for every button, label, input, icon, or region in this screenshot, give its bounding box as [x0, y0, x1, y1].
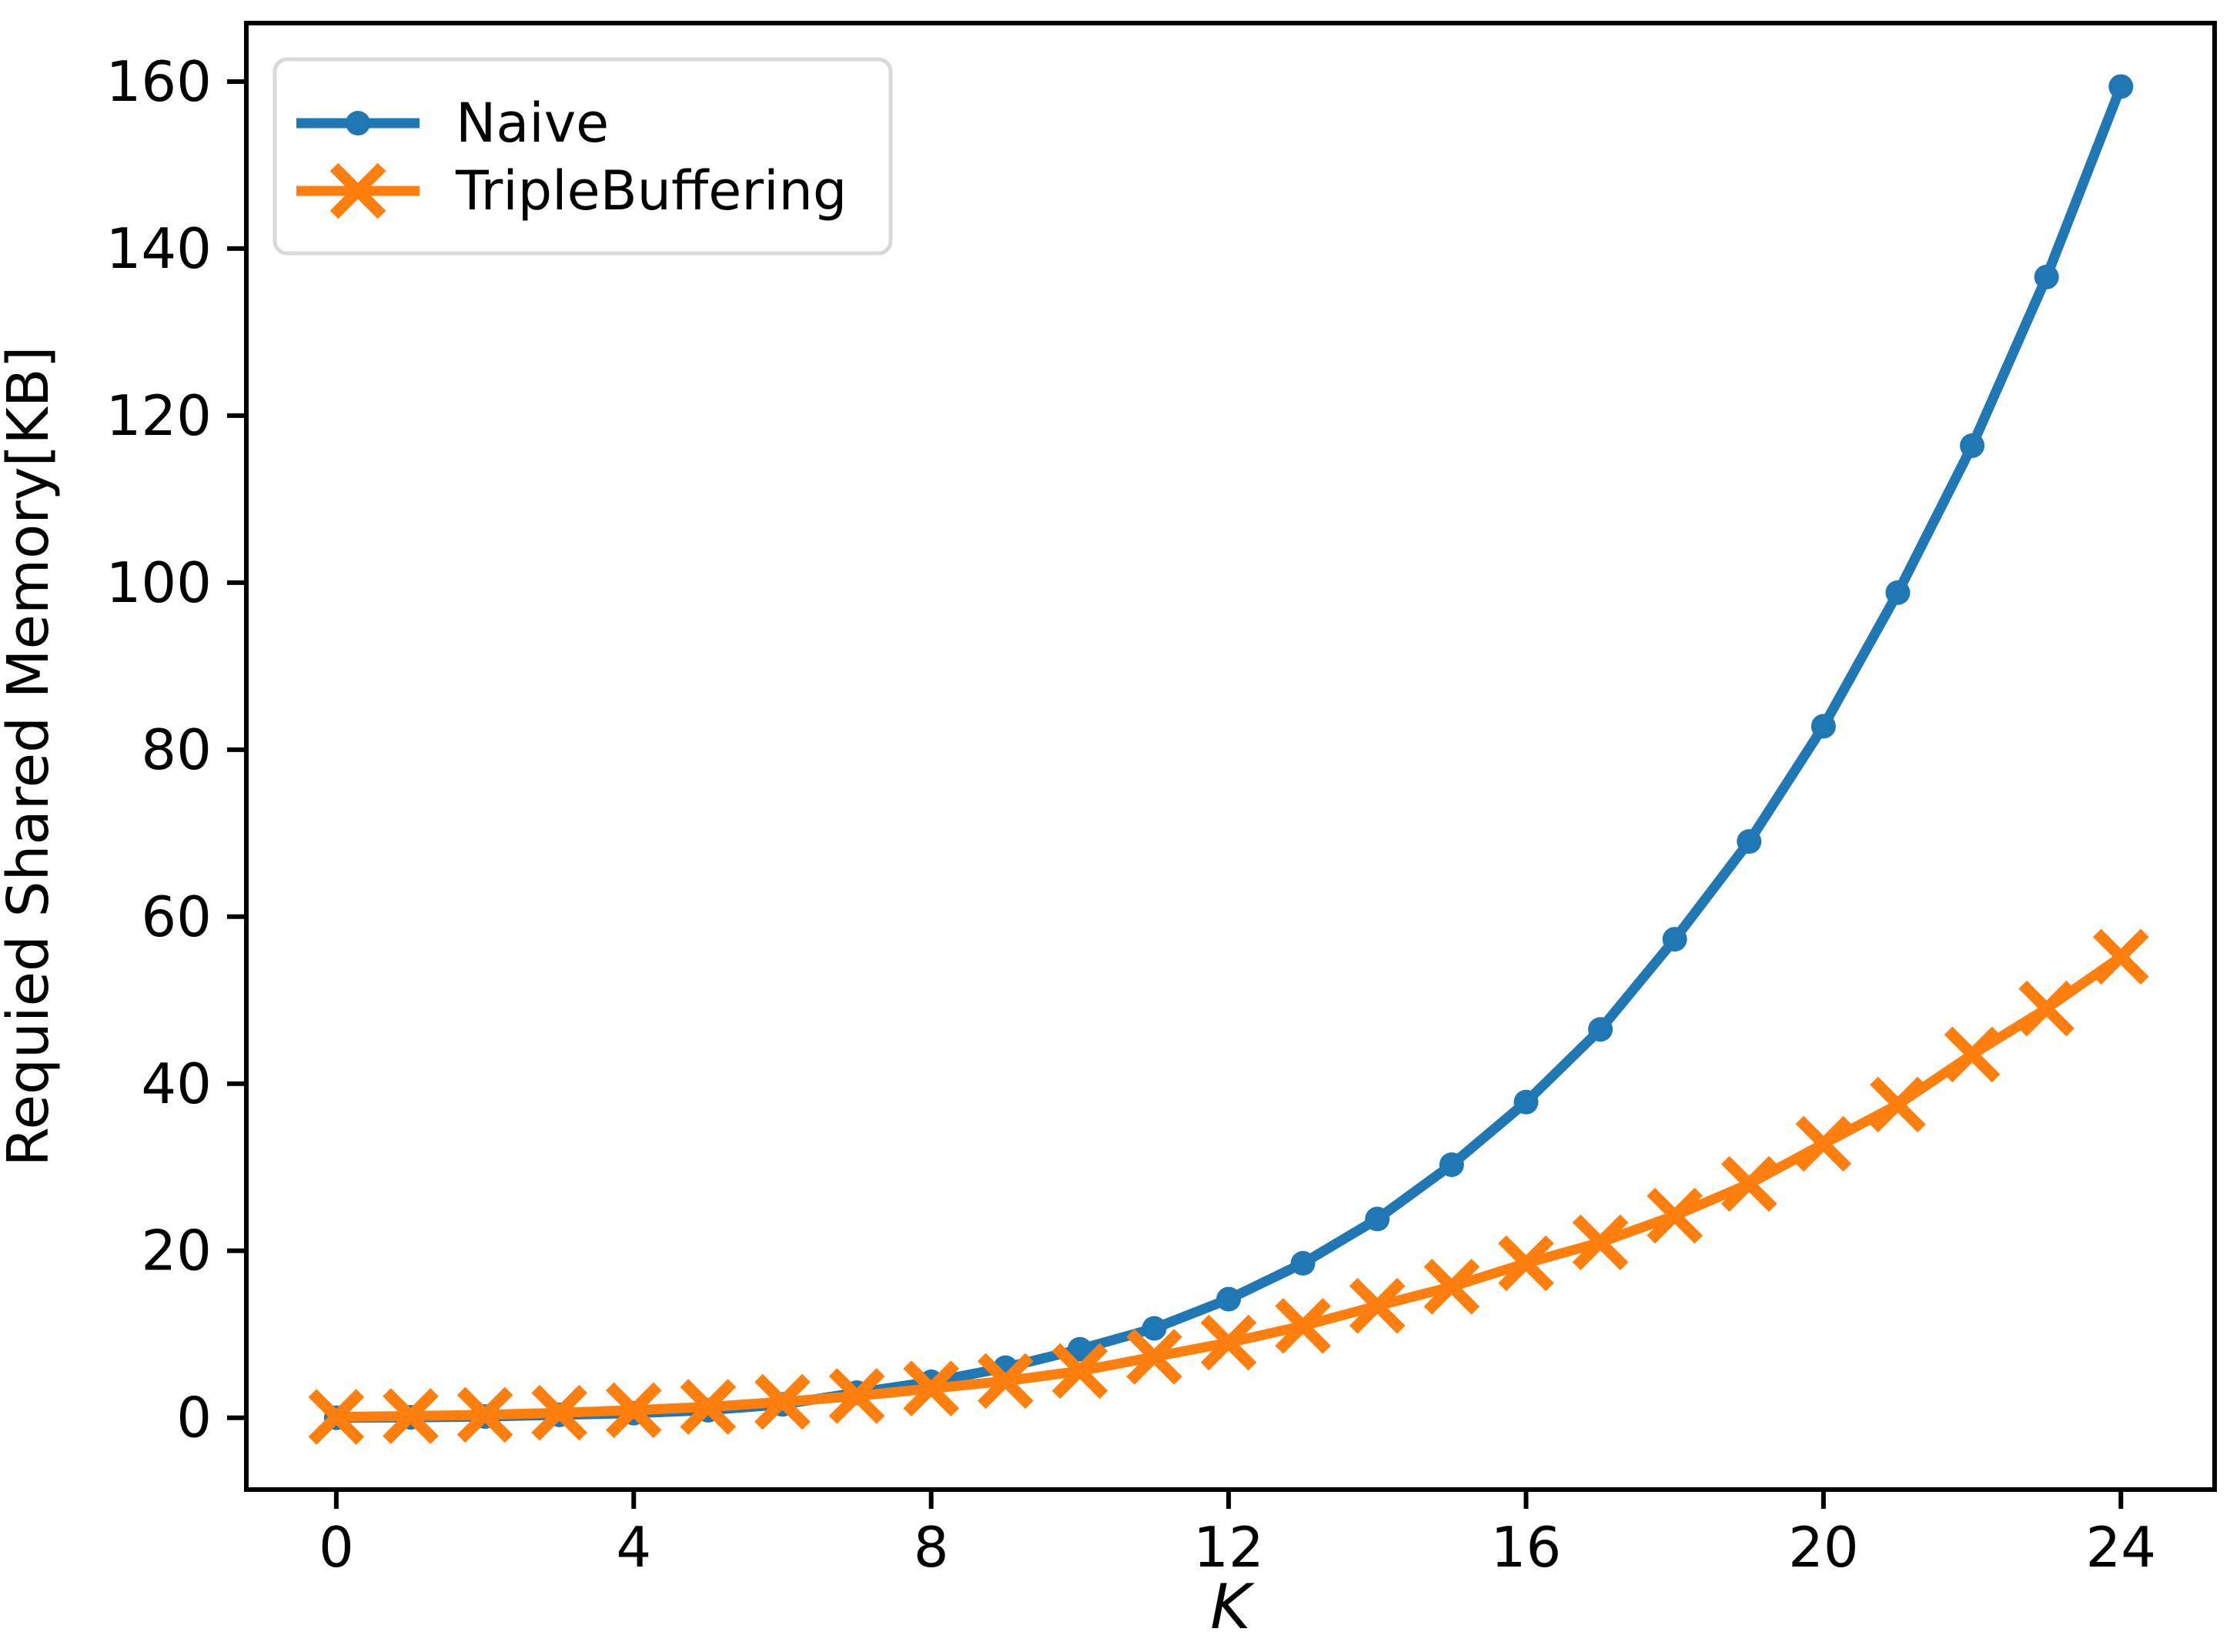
y-tick-label: 20	[141, 1219, 212, 1283]
legend-entry-naive: Naive	[296, 92, 609, 155]
triplebuffering-marker	[1200, 1314, 1257, 1371]
y-axis: 0 20 40 60 80 100 120 140 160	[106, 49, 246, 1450]
legend-label: Naive	[456, 92, 609, 155]
legend-x-marker-icon	[329, 162, 386, 219]
triplebuffering-marker	[1870, 1076, 1926, 1133]
legend-circle-marker-icon	[346, 111, 370, 135]
triplebuffering-marker	[1647, 1187, 1703, 1244]
naive-marker	[1067, 1336, 1092, 1362]
triplebuffering-marker	[1498, 1235, 1554, 1292]
triplebuffering-marker	[2092, 928, 2149, 985]
y-tick-label: 120	[106, 383, 212, 448]
x-tick-label: 16	[1491, 1515, 1562, 1580]
y-axis-label: Requied Shared Memory[KB]	[0, 346, 62, 1166]
triplebuffering-marker	[456, 1386, 513, 1443]
naive-marker	[1810, 714, 1836, 739]
triplebuffering-marker	[1275, 1298, 1331, 1354]
naive-marker	[2108, 74, 2134, 99]
series-triplebuffering	[308, 928, 2149, 1445]
naive-marker	[1513, 1089, 1539, 1115]
naive-marker	[1737, 829, 1762, 854]
triplebuffering-marker	[2018, 980, 2075, 1037]
triplebuffering-marker	[1572, 1214, 1629, 1271]
naive-marker	[1365, 1206, 1390, 1232]
legend-box	[272, 57, 893, 256]
naive-marker	[1960, 433, 1985, 458]
y-tick-label: 140	[106, 216, 212, 281]
x-tick-label: 0	[319, 1515, 354, 1580]
x-tick-label: 20	[1788, 1515, 1859, 1580]
y-tick-label: 0	[176, 1386, 212, 1450]
y-tick-label: 60	[141, 885, 212, 949]
triplebuffering-marker	[605, 1382, 662, 1439]
naive-marker	[1216, 1286, 1242, 1312]
triplebuffering-marker	[680, 1379, 737, 1435]
triplebuffering-marker	[1051, 1343, 1108, 1400]
naive-marker	[1142, 1316, 1167, 1341]
x-tick-label: 8	[914, 1515, 949, 1580]
triplebuffering-marker	[1349, 1278, 1406, 1334]
naive-marker	[1662, 927, 1687, 952]
legend-label: TripleBuffering	[455, 159, 847, 222]
naive-marker	[1885, 580, 1911, 605]
triplebuffering-marker	[1720, 1155, 1777, 1212]
y-tick-label: 100	[106, 550, 212, 615]
naive-marker	[1439, 1152, 1464, 1177]
x-tick-label: 4	[616, 1515, 651, 1580]
naive-marker	[1290, 1251, 1316, 1276]
x-tick-label: 12	[1193, 1515, 1264, 1580]
x-axis: 0 4 8 12 16 20 24	[319, 1490, 2156, 1580]
triplebuffering-marker	[1423, 1259, 1480, 1315]
triplebuffering-marker	[903, 1360, 959, 1417]
triplebuffering-marker	[754, 1373, 811, 1430]
triplebuffering-marker	[308, 1389, 365, 1445]
triplebuffering-marker	[1944, 1026, 2001, 1083]
triplebuffering-marker	[977, 1353, 1034, 1410]
triplebuffering-marker	[531, 1384, 587, 1441]
triplebuffering-marker	[828, 1368, 885, 1424]
y-tick-label: 160	[106, 49, 212, 114]
legend-entry-triplebuffering: TripleBuffering	[296, 159, 847, 222]
y-tick-label: 40	[141, 1052, 212, 1116]
naive-marker	[1588, 1017, 1613, 1042]
triplebuffering-marker	[1795, 1115, 1852, 1172]
y-tick-label: 80	[141, 717, 212, 782]
triplebuffering-marker	[1126, 1329, 1182, 1385]
x-tick-label: 24	[2085, 1515, 2156, 1580]
x-axis-label: K	[1210, 1571, 1255, 1643]
triplebuffering-marker	[383, 1388, 439, 1444]
naive-marker	[2034, 264, 2059, 289]
